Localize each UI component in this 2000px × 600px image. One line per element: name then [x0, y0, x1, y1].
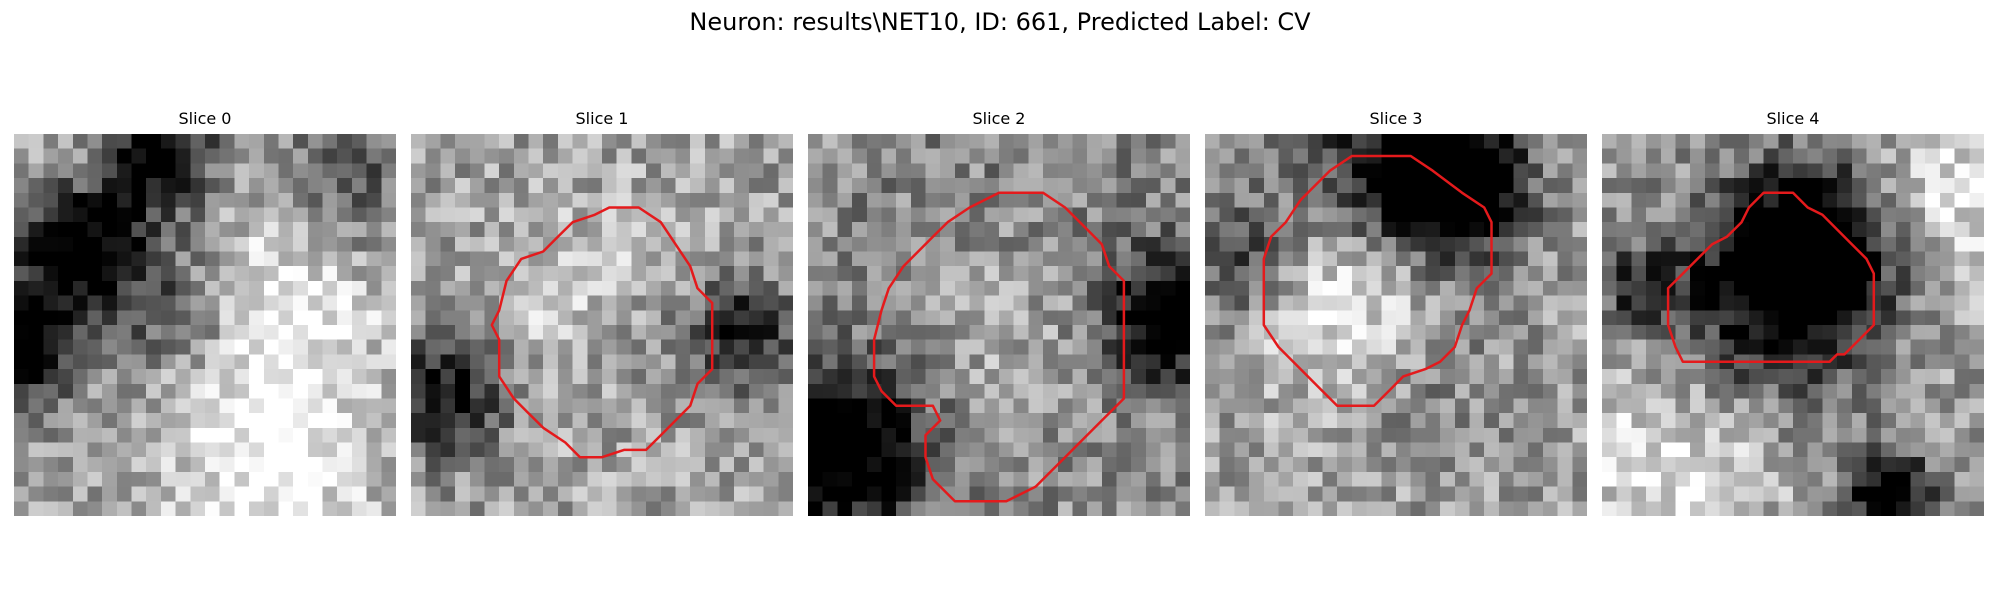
- slice-panel: Slice 1: [411, 108, 793, 516]
- grayscale-slice-image: [14, 134, 396, 516]
- slice-title: Slice 3: [1369, 109, 1423, 128]
- grayscale-slice-image: [1602, 134, 1984, 516]
- slice-panel: Slice 0: [14, 108, 396, 516]
- slice-panel: Slice 4: [1602, 108, 1984, 516]
- grayscale-slice-image: [808, 134, 1190, 516]
- grayscale-slice-image: [1205, 134, 1587, 516]
- segmentation-contour: [490, 206, 714, 459]
- slice-title: Slice 4: [1766, 109, 1820, 128]
- segmentation-contour: [872, 191, 1126, 503]
- figure-title: Neuron: results\NET10, ID: 661, Predicte…: [689, 8, 1311, 36]
- slice-title: Slice 2: [972, 109, 1026, 128]
- slice-panel: Slice 2: [808, 108, 1190, 516]
- slice-title: Slice 1: [575, 109, 629, 128]
- grayscale-slice-image: [411, 134, 793, 516]
- segmentation-contour: [1262, 154, 1493, 408]
- segmentation-contour: [1666, 191, 1876, 363]
- slice-panel: Slice 3: [1205, 108, 1587, 516]
- slice-title: Slice 0: [178, 109, 232, 128]
